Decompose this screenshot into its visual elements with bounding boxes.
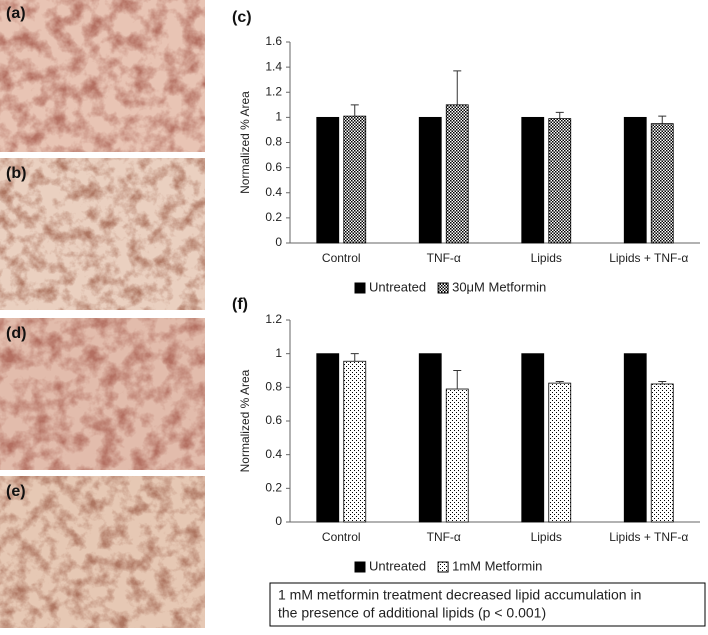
y-tick-label: 0.8: [265, 380, 282, 394]
note-text: 1 mM metformin treatment decreased lipid…: [278, 587, 641, 603]
y-tick-label: 1: [275, 346, 282, 360]
micrograph-texture: [0, 476, 205, 628]
y-tick-label: 0.6: [265, 160, 282, 174]
legend-label: Untreated: [369, 558, 426, 573]
micrographs: (a) (b) (d) (e): [0, 0, 205, 628]
bar: [343, 115, 367, 244]
error-bar: [555, 380, 564, 384]
bar: [650, 383, 674, 523]
error-bar: [453, 370, 462, 390]
bar: [418, 116, 442, 244]
y-tick-label: 0.8: [265, 135, 282, 149]
legend-swatch: [437, 282, 449, 294]
y-axis-title: Normalized % Area: [238, 91, 252, 194]
bar: [418, 353, 442, 523]
micrograph-texture: [0, 318, 205, 470]
y-tick-label: 1.4: [265, 59, 282, 73]
bar: [316, 353, 340, 523]
y-tick-label: 0.6: [265, 413, 282, 427]
legend-swatch: [354, 561, 366, 573]
error-bar: [555, 111, 564, 119]
error-bar: [453, 70, 462, 105]
y-tick-label: 0.2: [265, 481, 282, 495]
panel-label: (a): [6, 5, 26, 22]
bar: [521, 353, 545, 523]
error-bar: [350, 104, 359, 117]
legend-label: Untreated: [369, 279, 426, 294]
error-bar: [658, 115, 667, 124]
y-tick-label: 1.2: [265, 84, 282, 98]
micrograph-texture: [0, 158, 205, 310]
legend-label: 1mM Metformin: [452, 558, 542, 573]
panel-label: (c): [232, 9, 252, 26]
x-tick-label: Lipids + TNF-α: [609, 530, 688, 544]
y-tick-label: 0.4: [265, 447, 282, 461]
y-tick-label: 0: [275, 514, 282, 528]
micrograph-texture: [0, 0, 205, 152]
panel-label: (e): [6, 483, 26, 500]
x-tick-label: Lipids: [531, 251, 562, 265]
panel-label: (d): [6, 325, 26, 342]
x-tick-label: Control: [322, 530, 361, 544]
bar: [343, 360, 367, 523]
legend-swatch: [437, 561, 449, 573]
bar: [650, 123, 674, 244]
y-tick-label: 0.2: [265, 210, 282, 224]
bar: [445, 388, 469, 523]
legend-swatch: [354, 282, 366, 294]
y-tick-label: 1: [275, 110, 282, 124]
x-tick-label: TNF-α: [427, 530, 461, 544]
note-text: the presence of additional lipids (p < 0…: [278, 605, 546, 621]
panel-label: (f): [232, 296, 248, 313]
y-tick-label: 1.6: [265, 34, 282, 48]
x-tick-label: Control: [322, 251, 361, 265]
legend-label: 30μM Metformin: [452, 279, 546, 294]
bar: [623, 116, 647, 244]
error-bar: [658, 380, 667, 384]
bar: [623, 353, 647, 523]
bar: [316, 116, 340, 244]
bar: [548, 118, 572, 244]
y-axis-title: Normalized % Area: [238, 369, 252, 472]
y-tick-label: 1.2: [265, 312, 282, 326]
x-tick-label: Lipids + TNF-α: [609, 251, 688, 265]
x-tick-label: TNF-α: [427, 251, 461, 265]
panel-label: (b): [6, 165, 26, 182]
y-tick-label: 0: [275, 235, 282, 249]
bar: [548, 382, 572, 523]
bar: [445, 104, 469, 244]
note-box: [269, 582, 706, 627]
x-tick-label: Lipids: [531, 530, 562, 544]
error-bar: [350, 353, 359, 362]
y-tick-label: 0.4: [265, 185, 282, 199]
bar: [521, 116, 545, 244]
